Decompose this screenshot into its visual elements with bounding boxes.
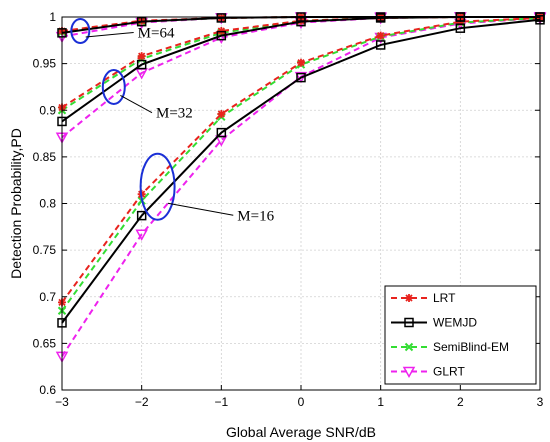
y-tick-label: 0.6	[39, 383, 56, 397]
legend-label: SemiBlind-EM	[433, 340, 509, 354]
y-tick-label: 0.7	[39, 290, 56, 304]
highlight-ellipse	[139, 152, 176, 221]
data-point-square-marker	[455, 23, 466, 33]
annotation-label: M=32	[156, 106, 193, 122]
legend-item-semiblind-em: SemiBlind-EM	[391, 340, 509, 354]
data-point-square-marker	[404, 317, 414, 328]
data-point-star-marker	[376, 31, 385, 40]
legend: LRT WEMJD SemiBlind-EM GLRT	[384, 285, 537, 385]
data-point-star-marker	[137, 52, 146, 61]
data-point-square-marker	[375, 40, 386, 50]
annotation-leader-line	[167, 202, 234, 216]
legend-item-wemjd: WEMJD	[391, 316, 477, 330]
data-point-square-marker	[216, 30, 227, 41]
x-tick-label: 1	[377, 395, 384, 409]
annotation-m=32: M=32	[101, 68, 193, 122]
x-tick-label: −1	[214, 395, 228, 409]
x-tick-label: 3	[537, 395, 544, 409]
y-tick-label: 0.8	[39, 197, 56, 211]
y-tick-label: 0.75	[33, 243, 57, 257]
y-tick-label: 0.65	[33, 336, 57, 350]
annotation-label: M=16	[237, 208, 274, 224]
x-tick-label: −3	[55, 395, 69, 409]
y-tick-label: 0.9	[39, 103, 56, 117]
legend-label: LRT	[433, 291, 456, 305]
series-line	[61, 18, 541, 324]
data-point-triangle-marker	[135, 229, 148, 241]
x-tick-label: −2	[135, 395, 149, 409]
data-point-star-marker	[405, 294, 413, 302]
y-tick-label: 1	[49, 10, 56, 24]
annotation-label: M=64	[138, 26, 175, 42]
annotation-m=64: M=64	[70, 17, 175, 44]
y-axis-label: Detection Probability,PD	[8, 128, 24, 279]
data-point-triangle-marker	[402, 366, 416, 379]
data-point-square-marker	[136, 210, 147, 221]
y-tick-label: 0.95	[33, 57, 57, 71]
y-tick-label: 0.85	[33, 150, 57, 164]
data-point-star-marker	[297, 58, 305, 67]
legend-label: GLRT	[433, 365, 465, 379]
data-point-square-marker	[216, 127, 227, 138]
data-point-square-marker	[296, 72, 306, 83]
legend-item-lrt: LRT	[391, 291, 456, 305]
annotation-leader-line	[120, 94, 153, 114]
data-point-star-marker	[217, 109, 226, 118]
annotations: M=64 M=32 M=16	[70, 17, 275, 224]
annotation-leader-line	[85, 32, 134, 38]
x-tick-label: 2	[457, 395, 464, 409]
highlight-ellipse	[101, 68, 126, 105]
axis-ticks: −3 −2 −1 0 1 2 3 0.6 0.65 0.7 0.75 0.8 0.85 0.9 0.95 1	[33, 10, 544, 409]
legend-label: WEMJD	[433, 316, 477, 330]
highlight-ellipse	[70, 17, 91, 44]
legend-item-glrt: GLRT	[391, 365, 465, 379]
x-tick-label: 0	[298, 395, 305, 409]
x-axis-label: Global Average SNR/dB	[226, 424, 376, 440]
annotation-m=16: M=16	[139, 152, 275, 224]
data-point-x-marker	[404, 342, 414, 352]
data-point-square-marker	[136, 59, 147, 70]
